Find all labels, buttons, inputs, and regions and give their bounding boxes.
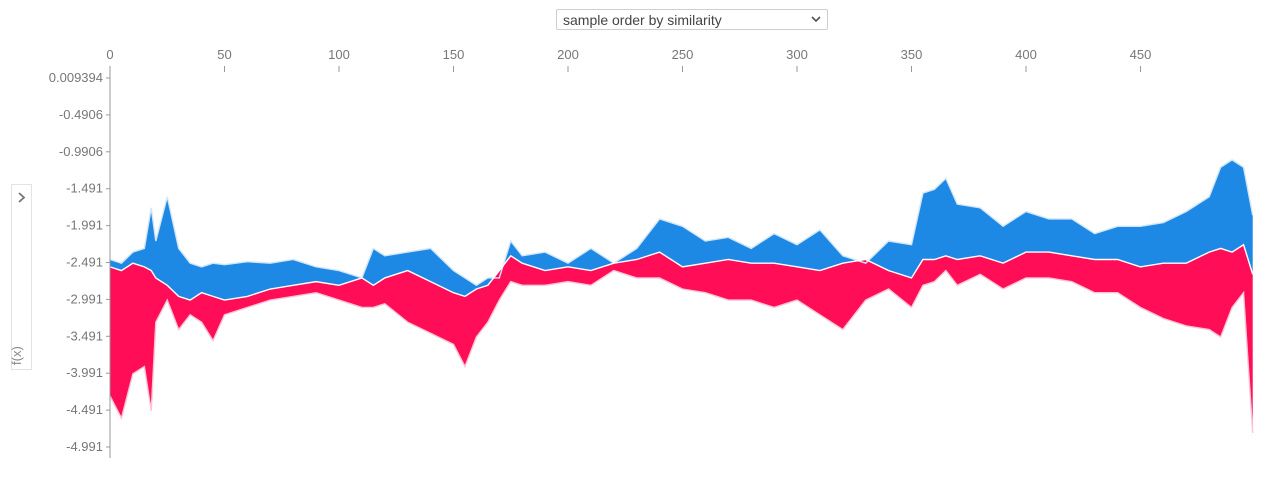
y-tick-label: -0.4906 <box>59 107 103 122</box>
x-tick-label: 250 <box>672 47 694 62</box>
y-tick-label: -1.491 <box>66 181 103 196</box>
x-tick-label: 350 <box>901 47 923 62</box>
x-tick-label: 100 <box>328 47 350 62</box>
y-tick-label: 0.009394 <box>49 70 103 85</box>
y-tick-label: -2.491 <box>66 255 103 270</box>
x-tick-label: 50 <box>217 47 231 62</box>
x-tick-label: 0 <box>106 47 113 62</box>
chevron-down-icon <box>811 16 821 23</box>
y-tick-label: -3.491 <box>66 328 103 343</box>
y-tick-label: -1.991 <box>66 218 103 233</box>
side-panel: f(x) <box>9 184 32 370</box>
x-tick-label: 450 <box>1130 47 1152 62</box>
lower-edge-line <box>109 269 1254 433</box>
x-tick-label: 400 <box>1015 47 1037 62</box>
y-tick-label: -3.991 <box>66 365 103 380</box>
sample-order-select-value: sample order by similarity <box>563 12 722 28</box>
x-tick-label: 150 <box>443 47 465 62</box>
chevron-right-icon[interactable] <box>15 191 28 204</box>
y-tick-label: -0.9906 <box>59 144 103 159</box>
y-tick-label: -2.991 <box>66 291 103 306</box>
x-tick-label: 200 <box>557 47 579 62</box>
x-tick-label: 300 <box>786 47 808 62</box>
positive-effect-area <box>110 244 1253 433</box>
y-tick-label: -4.991 <box>66 439 103 454</box>
y-tick-label: -4.491 <box>66 402 103 417</box>
negative-effect-area <box>110 159 1253 301</box>
sample-order-select[interactable]: sample order by similarity <box>556 9 828 30</box>
mid-edge-line <box>109 243 1254 301</box>
